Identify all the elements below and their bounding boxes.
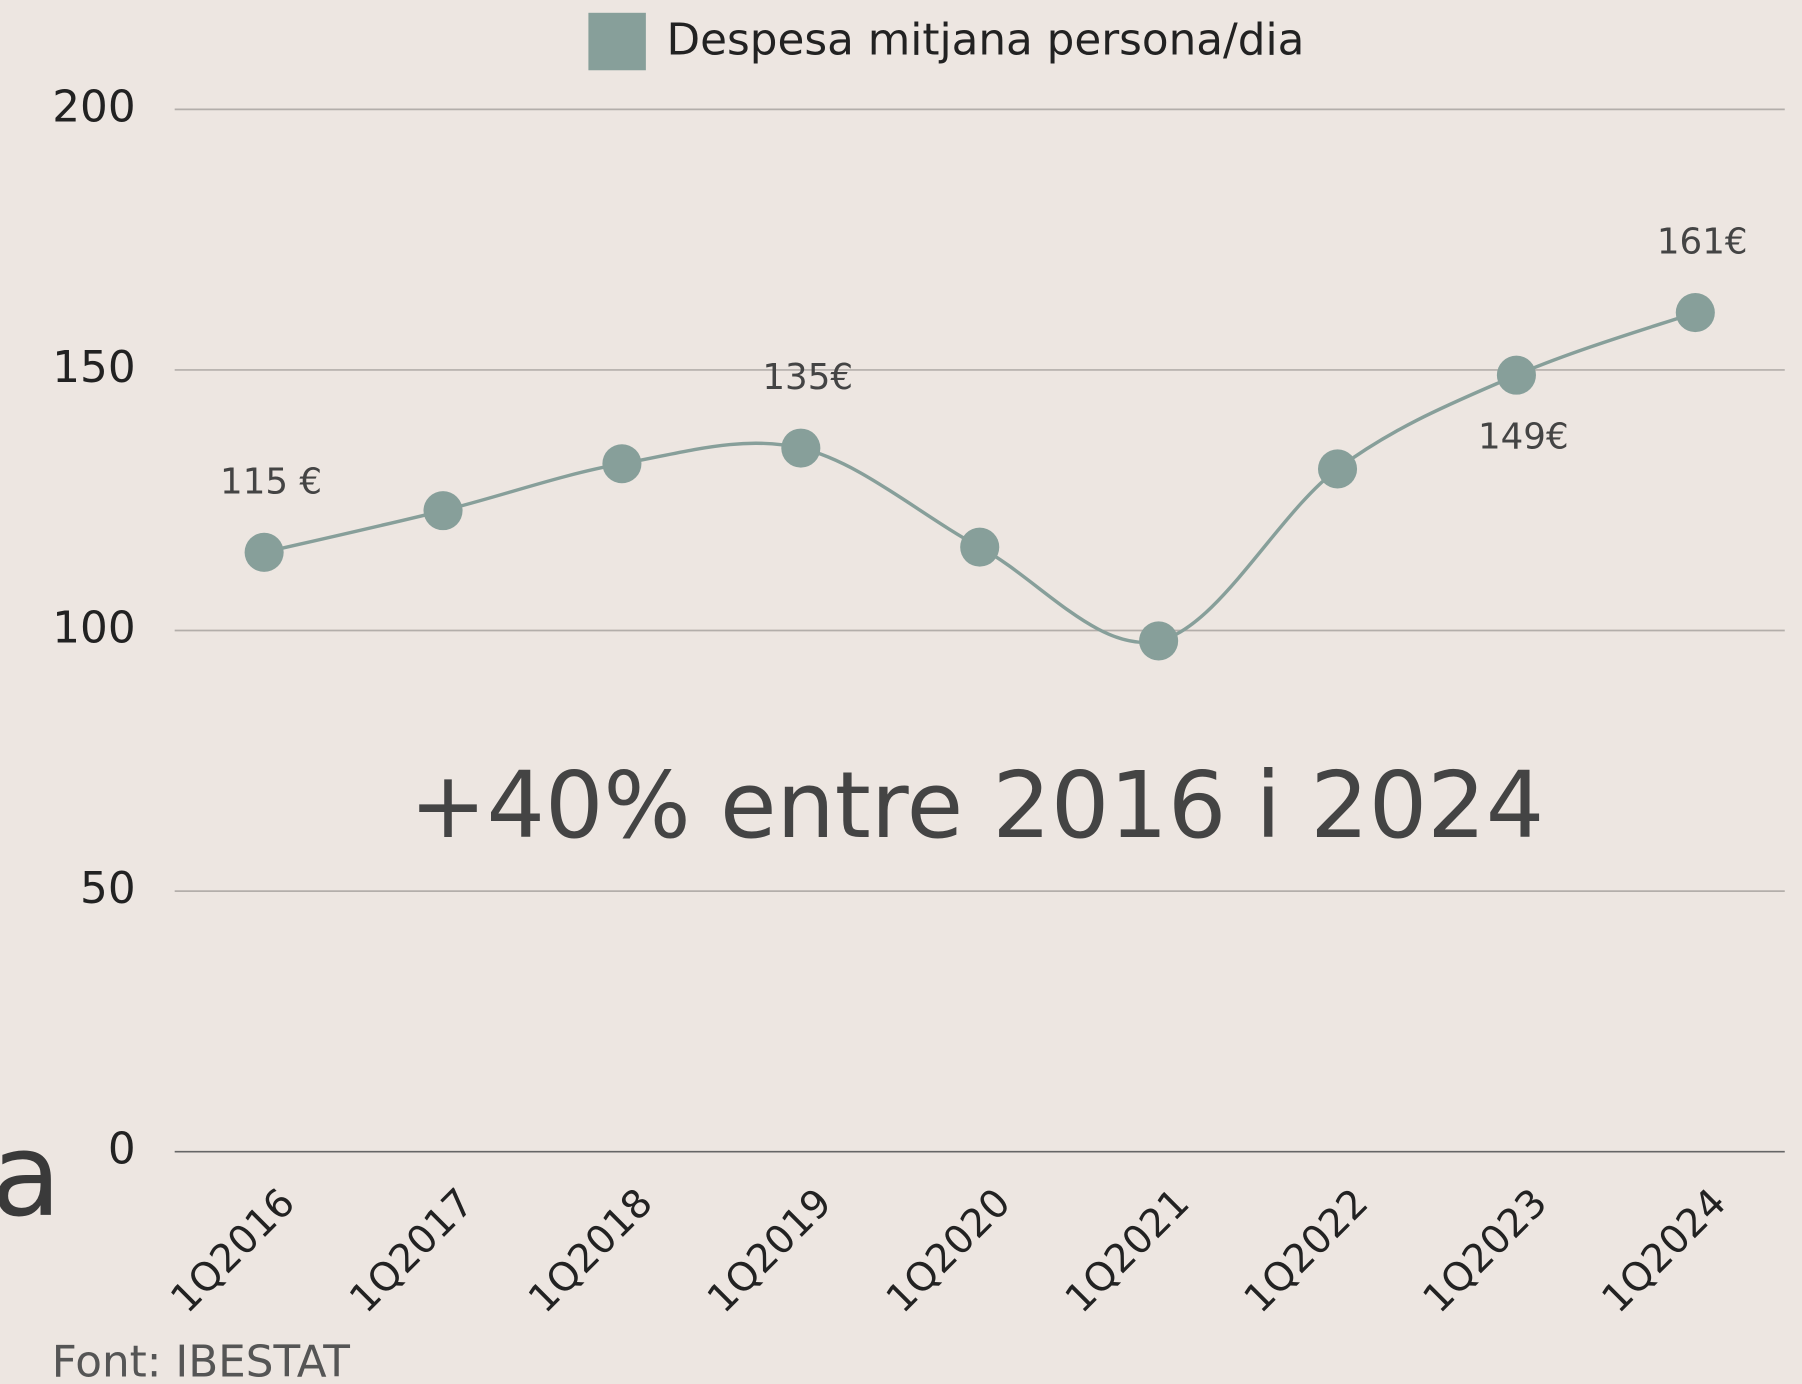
value-label: 135€ xyxy=(762,357,853,398)
y-tick-label: 0 xyxy=(108,1124,136,1175)
annotation: +40% entre 2016 i 2024 xyxy=(409,752,1544,859)
point xyxy=(1139,621,1179,661)
cropped-text: a xyxy=(0,1109,61,1243)
point xyxy=(1496,355,1536,395)
point xyxy=(781,428,821,468)
value-label: 115 € xyxy=(220,461,322,502)
value-label: 161€ xyxy=(1657,222,1748,263)
source: Font: IBESTAT xyxy=(52,1336,351,1384)
point xyxy=(602,444,642,484)
point xyxy=(244,532,284,572)
y-tick-label: 50 xyxy=(80,863,136,914)
value-label: 149€ xyxy=(1478,416,1569,457)
legend-label: Despesa mitjana persona/dia xyxy=(667,15,1305,66)
point xyxy=(1317,449,1358,489)
point xyxy=(960,527,1000,567)
y-tick-label: 200 xyxy=(52,81,135,132)
point xyxy=(423,491,463,531)
y-tick-label: 100 xyxy=(52,603,135,654)
point xyxy=(1675,293,1715,333)
legend-swatch xyxy=(588,12,646,71)
y-tick-label: 150 xyxy=(52,342,135,393)
